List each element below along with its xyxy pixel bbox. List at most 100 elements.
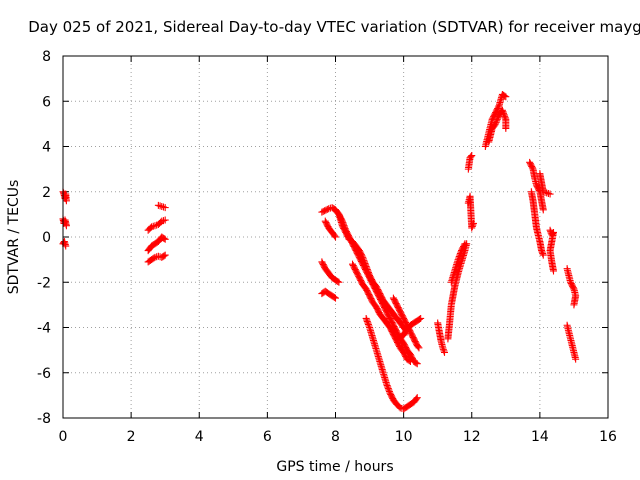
y-tick-label: 0 [42,230,51,246]
data-point [468,224,476,232]
data-point [161,251,169,259]
data-point [539,250,547,258]
x-tick-label: 12 [463,429,481,445]
data-point [539,251,547,259]
data-point [412,395,420,403]
data-point [538,248,546,256]
data-point [405,357,413,365]
data-point [62,222,70,230]
y-tick-label: -4 [37,321,51,337]
data-point [468,152,476,160]
data-point [468,222,476,230]
data-point [538,247,546,255]
data-point [384,383,392,391]
data-point [364,268,372,276]
data-point [331,232,339,240]
data-point [383,382,391,390]
data-point [362,261,370,269]
data-point [159,217,167,225]
x-tick-label: 10 [395,429,413,445]
data-point [440,347,448,355]
data-point [439,344,447,352]
data-point [413,360,421,368]
data-point [454,256,462,264]
data-point [467,153,475,161]
data-point [439,345,447,353]
data-point [156,202,164,210]
data-point [151,253,159,261]
data-point [154,201,162,209]
data-point [364,319,372,327]
data-point [414,343,422,351]
data-point [406,357,414,365]
data-point [494,103,502,111]
data-point [161,235,169,243]
data-point [330,293,338,301]
data-point [544,189,552,197]
data-point [570,301,578,309]
x-tick-label: 6 [263,429,272,445]
x-tick-label: 4 [195,429,204,445]
data-point [539,206,547,214]
data-point [335,278,343,286]
y-tick-label: 8 [42,49,51,65]
data-point [383,380,391,388]
data-point [360,256,368,264]
data-point [493,117,501,125]
data-point [385,386,393,394]
data-point [360,258,368,266]
data-point [364,320,372,328]
chart-title: Day 025 of 2021, Sidereal Day-to-day VTE… [28,18,640,36]
data-point [455,253,463,261]
y-tick-label: -2 [37,275,51,291]
x-tick-label: 0 [59,429,68,445]
data-point [160,235,168,243]
data-point [546,190,554,198]
data-point [572,355,580,363]
data-point [461,240,469,248]
data-point [455,254,463,262]
data-point [415,344,423,352]
x-tick-label: 8 [331,429,340,445]
data-point [364,267,372,275]
data-point [323,205,331,213]
data-point [413,394,421,402]
data-point [160,252,168,260]
data-point [384,385,392,393]
data-point [499,108,507,116]
data-point [363,316,371,324]
plot-frame [62,55,609,419]
data-point [363,265,371,273]
data-point [412,359,420,367]
x-tick-label: 16 [599,429,617,445]
data-point [417,314,425,322]
data-points [59,90,580,413]
data-point [363,317,371,325]
data-point [365,322,373,330]
y-tick-labels: 8 6 4 2 0 -2 -4 -6 -8 [37,49,51,427]
data-point [501,114,509,122]
data-point [361,259,369,267]
data-point [539,188,547,196]
data-point [334,277,342,285]
data-point [498,106,506,114]
data-point [332,294,339,302]
y-tick-label: 2 [42,185,51,201]
data-point [492,118,500,126]
data-point [460,241,468,249]
data-point [151,222,159,230]
data-point [493,115,501,123]
data-point [62,197,70,205]
data-point [469,219,477,227]
data-point [543,189,551,197]
data-point [359,255,367,263]
data-point [456,251,464,259]
y-axis-label: SDTVAR / TECUs [6,180,22,295]
data-point [500,109,508,117]
data-point [494,114,502,122]
x-axis-label: GPS time / hours [276,459,393,475]
data-point [161,216,169,224]
y-tick-label: 4 [42,140,51,156]
data-point [469,221,477,229]
data-point [362,314,370,322]
